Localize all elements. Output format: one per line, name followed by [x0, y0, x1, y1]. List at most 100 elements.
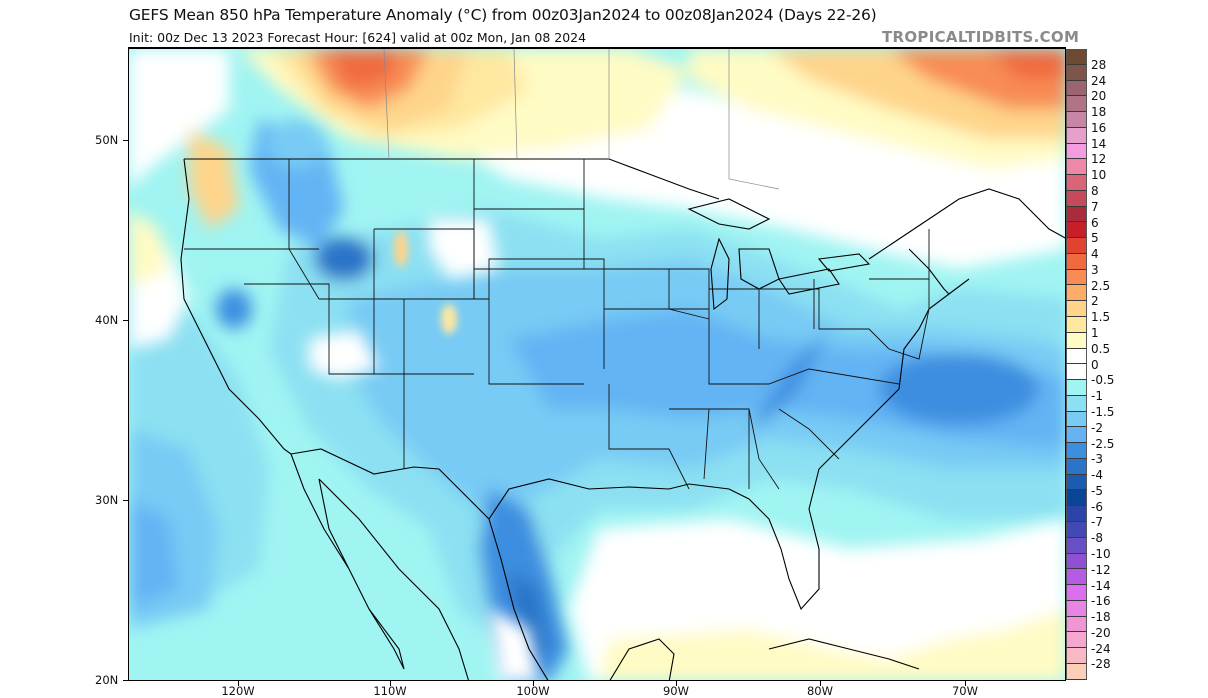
state-borders — [184, 159, 950, 490]
colorbar-label: 3 — [1091, 262, 1099, 277]
colorbar-segment — [1066, 553, 1087, 570]
colorbar-label: 1 — [1091, 326, 1099, 341]
colorbar-segment — [1066, 96, 1087, 113]
colorbar-segment — [1066, 600, 1087, 617]
colorbar-label: -18 — [1091, 610, 1111, 625]
chart-title: GEFS Mean 850 hPa Temperature Anomaly (°… — [129, 6, 877, 24]
colorbar-label: -2.5 — [1091, 436, 1115, 451]
colorbar-segment — [1066, 49, 1087, 65]
lat-tickmark — [123, 320, 128, 321]
lat-tick-30n: 30N — [95, 493, 119, 507]
colorbar-label: -8 — [1091, 531, 1103, 546]
colorbar-label: 18 — [1091, 105, 1107, 120]
colorbar-segment — [1066, 663, 1087, 680]
lon-tick-90w: 90W — [662, 684, 690, 698]
colorbar — [1066, 49, 1087, 680]
header-divider — [128, 47, 1066, 48]
colorbar-label: -14 — [1091, 578, 1111, 593]
map-field — [129, 49, 1065, 680]
colorbar-segment — [1066, 458, 1087, 475]
colorbar-segment — [1066, 648, 1087, 664]
colorbar-label: -2 — [1091, 420, 1103, 435]
colorbar-label: -24 — [1091, 641, 1111, 656]
lon-tickmark — [533, 681, 534, 686]
colorbar-segment — [1066, 64, 1087, 81]
colorbar-label: -1 — [1091, 389, 1103, 404]
colorbar-segment — [1066, 395, 1087, 412]
colorbar-label: 10 — [1091, 168, 1107, 183]
colorbar-segment — [1066, 348, 1087, 365]
lat-tick-50n: 50N — [95, 133, 119, 147]
colorbar-label: 8 — [1091, 184, 1099, 199]
lat-tickmark — [123, 140, 128, 141]
colorbar-label: 24 — [1091, 73, 1107, 88]
lon-tick-110w: 110W — [373, 684, 407, 698]
colorbar-segment — [1066, 490, 1087, 507]
colorbar-label: -5 — [1091, 483, 1103, 498]
colorbar-label: 2 — [1091, 294, 1099, 309]
colorbar-label: 14 — [1091, 136, 1107, 151]
colorbar-segment — [1066, 585, 1087, 601]
colorbar-segment — [1066, 301, 1087, 318]
colorbar-label: -6 — [1091, 499, 1103, 514]
colorbar-segment — [1066, 190, 1087, 207]
colorbar-label: -4 — [1091, 468, 1103, 483]
colorbar-label: -10 — [1091, 546, 1111, 561]
colorbar-label: -28 — [1091, 657, 1111, 672]
colorbar-segment — [1066, 206, 1087, 223]
colorbar-label: -3 — [1091, 452, 1103, 467]
lat-tick-20n: 20N — [95, 673, 119, 687]
colorbar-label: 0 — [1091, 357, 1099, 372]
lon-tick-100w: 100W — [516, 684, 550, 698]
lon-tickmark — [238, 681, 239, 686]
colorbar-segment — [1066, 380, 1087, 396]
colorbar-segment — [1066, 317, 1087, 333]
colorbar-segment — [1066, 411, 1087, 428]
colorbar-segment — [1066, 616, 1087, 633]
colorbar-label: -16 — [1091, 594, 1111, 609]
colorbar-label: -0.5 — [1091, 373, 1115, 388]
anomaly-map — [128, 48, 1066, 681]
brand-watermark: TROPICALTIDBITS.COM — [882, 28, 1080, 46]
colorbar-segment — [1066, 521, 1087, 538]
colorbar-segment — [1066, 112, 1087, 128]
colorbar-label: 20 — [1091, 89, 1107, 104]
colorbar-label: 6 — [1091, 215, 1099, 230]
colorbar-label: 7 — [1091, 199, 1099, 214]
colorbar-label: 12 — [1091, 152, 1107, 167]
colorbar-segment — [1066, 253, 1087, 270]
colorbar-label: -1.5 — [1091, 404, 1115, 419]
colorbar-label: 0.5 — [1091, 341, 1111, 356]
lat-tickmark — [123, 500, 128, 501]
colorbar-segment — [1066, 332, 1087, 349]
lon-tick-70w: 70W — [951, 684, 979, 698]
colorbar-label: 28 — [1091, 57, 1107, 72]
colorbar-segment — [1066, 632, 1087, 649]
colorbar-label: 1.5 — [1091, 310, 1111, 325]
colorbar-label: -12 — [1091, 562, 1111, 577]
colorbar-segment — [1066, 506, 1087, 522]
colorbar-segment — [1066, 80, 1087, 97]
lon-tick-80w: 80W — [806, 684, 834, 698]
colorbar-label: 2.5 — [1091, 278, 1111, 293]
lon-tick-120w: 120W — [221, 684, 255, 698]
colorbar-label: 5 — [1091, 231, 1099, 246]
chart-subtitle: Init: 00z Dec 13 2023 Forecast Hour: [62… — [129, 30, 587, 45]
colorbar-segment — [1066, 127, 1087, 144]
colorbar-label: 16 — [1091, 120, 1107, 135]
colorbar-segment — [1066, 222, 1087, 239]
colorbar-segment — [1066, 364, 1087, 381]
lon-tickmark — [676, 681, 677, 686]
lon-tickmark — [390, 681, 391, 686]
lon-tickmark — [965, 681, 966, 686]
colorbar-label: -7 — [1091, 515, 1103, 530]
colorbar-segment — [1066, 569, 1087, 586]
colorbar-label: -20 — [1091, 625, 1111, 640]
colorbar-segment — [1066, 443, 1087, 459]
lat-tick-40n: 40N — [95, 313, 119, 327]
colorbar-segment — [1066, 175, 1087, 191]
colorbar-segment — [1066, 285, 1087, 302]
lon-tickmark — [820, 681, 821, 686]
coastlines — [180, 158, 1065, 680]
colorbar-segment — [1066, 159, 1087, 176]
